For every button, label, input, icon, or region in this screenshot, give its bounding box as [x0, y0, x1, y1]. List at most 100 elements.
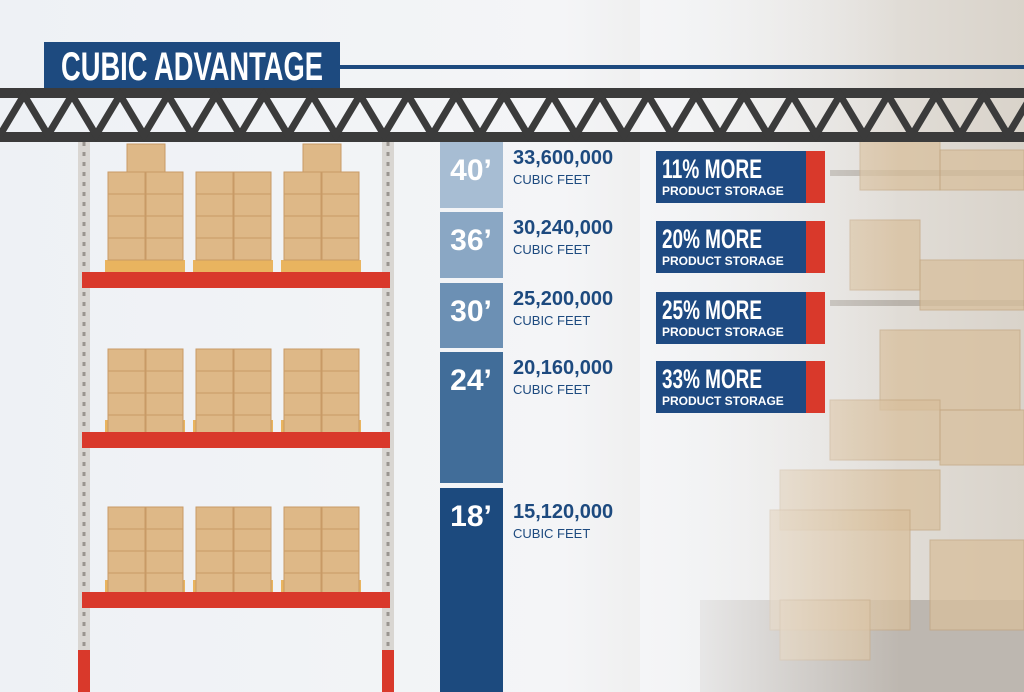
box	[107, 348, 146, 372]
box	[145, 171, 184, 195]
beam	[82, 592, 390, 608]
box	[145, 506, 184, 530]
photo-box	[929, 539, 1024, 631]
box	[195, 528, 234, 552]
badge-accent	[806, 151, 825, 203]
box	[107, 392, 146, 416]
title-box	[44, 42, 340, 90]
rack	[78, 142, 394, 692]
unit: CUBIC FEET	[513, 313, 590, 328]
box	[321, 237, 360, 261]
title-rule	[340, 65, 1024, 69]
badge-sub: PRODUCT STORAGE	[662, 394, 784, 408]
box	[283, 215, 322, 239]
box	[107, 370, 146, 394]
photo-box	[879, 329, 1021, 411]
box	[107, 171, 146, 195]
box	[107, 528, 146, 552]
badge	[656, 292, 825, 344]
title: CUBIC ADVANTAGE	[61, 45, 323, 89]
box	[107, 506, 146, 530]
box	[195, 370, 234, 394]
box	[145, 215, 184, 239]
badge	[656, 361, 825, 413]
box	[195, 348, 234, 372]
badge-main: 33% MORE	[662, 364, 762, 394]
badge-sub: PRODUCT STORAGE	[662, 184, 784, 198]
height-bar	[440, 352, 503, 483]
box	[321, 528, 360, 552]
box	[283, 171, 322, 195]
box	[233, 572, 272, 596]
box	[145, 348, 184, 372]
box	[283, 370, 322, 394]
box	[195, 193, 234, 217]
box	[195, 506, 234, 530]
box	[233, 506, 272, 530]
box	[195, 215, 234, 239]
box	[233, 215, 272, 239]
box	[107, 237, 146, 261]
volume: 30,240,000	[513, 217, 613, 239]
box	[321, 193, 360, 217]
beam	[82, 432, 390, 448]
height-bar	[440, 283, 503, 348]
upright-foot	[78, 650, 90, 692]
box	[145, 528, 184, 552]
badge-accent	[806, 292, 825, 344]
box	[145, 193, 184, 217]
box	[195, 572, 234, 596]
pallet	[193, 260, 273, 272]
box	[233, 392, 272, 416]
box	[195, 550, 234, 574]
pallet	[281, 260, 361, 272]
box	[107, 215, 146, 239]
height-bar	[440, 142, 503, 208]
height-label: 18’	[450, 500, 492, 533]
truss-top	[0, 88, 1024, 98]
box	[283, 237, 322, 261]
box	[145, 572, 184, 596]
box	[233, 237, 272, 261]
badge	[656, 221, 825, 273]
box	[233, 348, 272, 372]
box	[195, 237, 234, 261]
box	[145, 392, 184, 416]
box	[195, 392, 234, 416]
box	[283, 193, 322, 217]
box	[283, 550, 322, 574]
badge	[656, 151, 825, 203]
volume: 15,120,000	[513, 501, 613, 523]
box	[283, 572, 322, 596]
truss-web	[0, 88, 1024, 142]
badge-main: 25% MORE	[662, 295, 762, 325]
box	[321, 348, 360, 372]
box	[321, 171, 360, 195]
box	[145, 550, 184, 574]
box	[321, 215, 360, 239]
badge-accent	[806, 221, 825, 273]
pallet	[105, 260, 185, 272]
box	[302, 143, 342, 173]
badge-main: 11% MORE	[662, 154, 762, 184]
box	[321, 550, 360, 574]
height-bar	[440, 212, 503, 278]
box	[321, 506, 360, 530]
box	[321, 392, 360, 416]
box	[145, 370, 184, 394]
photo-fade	[640, 0, 900, 692]
box	[283, 528, 322, 552]
box	[233, 550, 272, 574]
badge-sub: PRODUCT STORAGE	[662, 325, 784, 339]
box	[233, 171, 272, 195]
box	[195, 171, 234, 195]
volume: 25,200,000	[513, 288, 613, 310]
box	[321, 370, 360, 394]
badge-accent	[806, 361, 825, 413]
volume: 20,160,000	[513, 357, 613, 379]
badge-sub: PRODUCT STORAGE	[662, 254, 784, 268]
height-label: 30’	[450, 295, 492, 328]
height-bar	[440, 488, 503, 692]
box	[283, 506, 322, 530]
